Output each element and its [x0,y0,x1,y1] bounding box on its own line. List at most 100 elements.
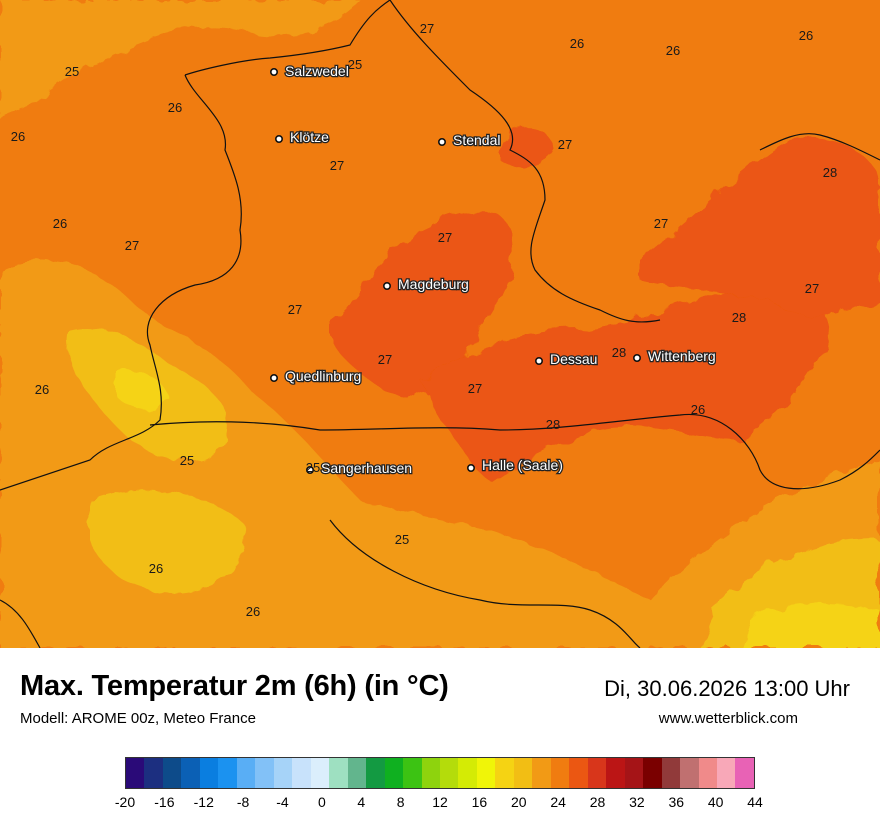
temperature-label: 26 [35,382,49,397]
colorbar-segment [181,758,200,788]
temperature-label: 27 [125,238,139,253]
colorbar-segment [329,758,348,788]
colorbar-segment [532,758,551,788]
city-label-kloetze: Klötze [290,129,329,145]
colorbar-segment [310,758,330,788]
colorbar-segment [347,758,367,788]
temperature-label: 28 [612,345,626,360]
city-label-halle: Halle (Saale) [482,457,563,473]
temperature-zone-28-magdeburg [330,211,513,400]
state-border-east [759,133,880,161]
state-border-southwest [0,599,41,648]
map-title: Max. Temperatur 2m (6h) (in °C) [20,670,449,702]
colorbar-segment [624,758,644,788]
city-dot-wittenberg [632,353,641,362]
temperature-label: 26 [570,36,584,51]
colorbar-segment [126,758,145,788]
colorbar-segment [292,758,311,788]
temperature-zone-22-harz-core [115,369,170,410]
temperature-label: 27 [558,137,572,152]
colorbar-tick-label: 40 [707,794,724,810]
city-label-stendal: Stendal [453,132,500,148]
colorbar-segment [439,758,459,788]
colorbar-segment [680,758,699,788]
weather-map: 27 26 26 26 25 25 26 26 27 27 28 26 27 2… [0,0,880,648]
temperature-label: 25 [306,460,320,475]
colorbar-tick-label: 36 [668,794,685,810]
colorbar-segment [569,758,588,788]
city-label-sangerhausen: Sangerhausen [321,460,412,476]
city-dot-quedlinburg [269,373,278,382]
temperature-label: 27 [468,381,482,396]
colorbar-segment [513,758,533,788]
temperature-label: 27 [378,352,392,367]
colorbar-segment [403,758,422,788]
colorbar-segment [144,758,163,788]
colorbar-segment [199,758,219,788]
city-label-salzwedel: Salzwedel [285,63,349,79]
colorbar-segment [587,758,607,788]
temperature-label: 28 [546,417,560,432]
city-label-magdeburg: Magdeburg [398,276,469,292]
colorbar-segment [458,758,477,788]
colorbar-tick-label: -12 [193,794,214,810]
state-border-west [184,0,391,76]
colorbar-segment [273,758,293,788]
temperature-label: 25 [65,64,79,79]
temperature-label: 26 [246,604,260,619]
colorbar-segment [236,758,256,788]
temperature-label: 26 [149,561,163,576]
colorbar-tick-label: 44 [747,794,763,810]
temperature-label: 26 [691,402,705,417]
colorbar-segment [550,758,570,788]
colorbar-tick-label: 8 [396,794,405,810]
model-info: Modell: AROME 00z, Meteo France [20,710,256,727]
colorbar-tick-label: 32 [629,794,645,810]
city-dot-dessau [534,356,543,365]
temperature-label: 26 [168,100,182,115]
city-dot-salzwedel [269,68,278,77]
state-border-west-altmark [0,74,242,491]
website-url: www.wetterblick.com [658,710,798,727]
city-label-quedlinburg: Quedlinburg [285,368,361,384]
colorbar-segment [366,758,385,788]
temperature-zone-22-southeast-core [740,603,880,648]
city-label-dessau: Dessau [550,351,597,367]
temperature-label: 25 [348,57,362,72]
temperature-label: 25 [395,532,409,547]
city-dot-magdeburg [382,281,391,290]
colorbar-tick-label: 12 [432,794,448,810]
colorbar-ticks: -20 -16 -12 -8 -4 0 4 8 12 16 20 24 28 32 36 40 44 [105,794,775,814]
city-label-wittenberg: Wittenberg [648,348,716,364]
colorbar-segment [162,758,182,788]
temperature-label: 27 [420,21,434,36]
colorbar-segment [661,758,681,788]
temperature-label: 28 [732,310,746,325]
colorbar-tick-label: 0 [317,794,326,810]
colorbar-tick-label: -16 [154,794,175,810]
colorbar-tick-label: -20 [114,794,136,810]
colorbar-tick-label: 16 [471,794,488,810]
colorbar-segment [255,758,274,788]
temperature-label: 26 [53,216,67,231]
city-dot-halle [466,463,475,472]
temperature-zone-25-north [0,0,360,120]
colorbar-tick-label: -4 [276,794,289,810]
temperature-label: 28 [823,165,837,180]
temperature-label: 26 [11,129,25,144]
colorbar-segment [421,758,440,788]
temperature-zone-28-east [640,137,880,316]
state-border-thuringia [329,519,641,648]
city-dot-sangerhausen [305,465,314,474]
colorbar-tick-label: 20 [510,794,527,810]
colorbar-segment [698,758,717,788]
colorbar-segment [735,758,754,788]
colorbar-segment [384,758,404,788]
colorbar-segment [476,758,496,788]
temperature-zone-28-stendal [500,127,555,167]
temperature-label: 26 [666,43,680,58]
temperature-label: 27 [288,302,302,317]
temperature-label: 27 [438,230,452,245]
colorbar-tick-label: 28 [589,794,606,810]
colorbar-tick-label: -8 [236,794,250,810]
